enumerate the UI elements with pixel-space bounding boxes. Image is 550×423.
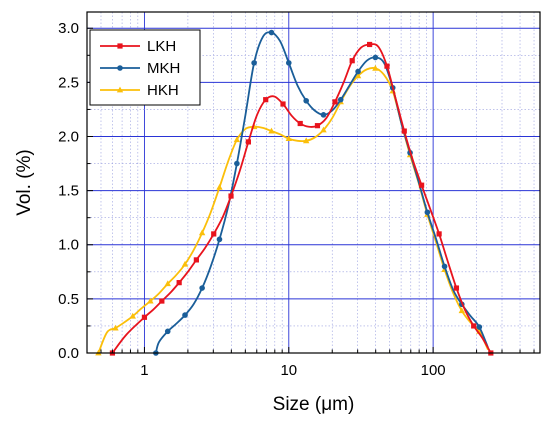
data-point-lkh xyxy=(367,41,373,48)
data-point-hkh xyxy=(354,72,362,79)
grid xyxy=(87,12,540,354)
data-point-hkh xyxy=(268,127,275,134)
data-point-mkh xyxy=(476,324,483,330)
data-point-mkh xyxy=(199,285,205,291)
data-point-lkh xyxy=(228,193,234,199)
data-point-hkh xyxy=(164,280,171,287)
data-point-mkh xyxy=(320,112,327,118)
y-tick-label: 3.0 xyxy=(58,20,79,37)
ticks: 1 10 100 0.0 0.5 1.0 1.5 2.0 2.5 3.0 xyxy=(58,20,535,379)
data-point-lkh xyxy=(176,280,182,286)
data-point-lkh xyxy=(384,63,390,69)
data-point-mkh xyxy=(234,160,240,167)
data-point-hkh xyxy=(198,229,206,236)
series-layer xyxy=(95,29,494,356)
data-point-hkh xyxy=(129,312,136,319)
series-line-mkh xyxy=(154,31,489,354)
data-point-lkh xyxy=(280,101,286,107)
data-point-lkh xyxy=(159,298,165,304)
data-point-mkh xyxy=(164,328,171,335)
data-point-lkh xyxy=(263,97,269,103)
legend-label-hkh: HKH xyxy=(147,82,179,99)
y-axis-title: Vol. (%) xyxy=(14,149,35,216)
data-point-lkh xyxy=(141,314,148,320)
y-tick-label: 2.5 xyxy=(58,74,79,91)
data-point-mkh xyxy=(424,209,431,216)
series-line-lkh xyxy=(111,43,492,354)
legend-marker-mkh xyxy=(117,65,123,71)
data-point-mkh xyxy=(251,60,257,66)
data-point-lkh xyxy=(314,123,321,129)
data-point-mkh xyxy=(303,97,309,104)
data-point-mkh xyxy=(285,60,292,66)
series-mkh xyxy=(153,29,489,356)
x-tick-label: 1 xyxy=(140,362,148,379)
data-point-hkh xyxy=(233,136,241,143)
data-point-lkh xyxy=(453,285,460,291)
legend-label-lkh: LKH xyxy=(147,38,176,55)
data-point-lkh xyxy=(419,182,425,188)
data-point-hkh xyxy=(285,135,292,142)
series-lkh xyxy=(109,41,494,356)
data-point-mkh xyxy=(441,263,448,270)
x-tick-label: 100 xyxy=(421,362,446,379)
legend-marker-lkh xyxy=(117,43,123,49)
data-point-lkh xyxy=(436,231,442,237)
data-point-hkh xyxy=(372,64,379,71)
data-point-hkh xyxy=(181,260,189,267)
data-point-mkh xyxy=(268,29,275,36)
x-tick-label: 10 xyxy=(280,362,297,379)
data-point-lkh xyxy=(332,99,338,105)
data-point-mkh xyxy=(182,312,188,318)
legend-marker-hkh xyxy=(116,86,124,93)
data-point-lkh xyxy=(297,120,303,127)
data-point-mkh xyxy=(337,96,344,103)
y-tick-label: 2.0 xyxy=(58,128,79,145)
x-axis-title: Size (μm) xyxy=(273,394,355,415)
data-point-mkh xyxy=(216,236,223,243)
data-point-lkh xyxy=(471,323,477,329)
legend: LKH MKH HKH xyxy=(89,29,201,106)
y-tick-label: 1.5 xyxy=(58,183,79,200)
series-line-hkh xyxy=(97,67,489,354)
data-point-lkh xyxy=(349,58,355,64)
data-point-hkh xyxy=(302,137,310,144)
data-point-hkh xyxy=(147,297,154,304)
y-tick-label: 0.0 xyxy=(58,345,79,362)
data-point-hkh xyxy=(458,307,466,314)
data-point-hkh xyxy=(216,183,223,190)
data-point-mkh xyxy=(372,54,379,61)
data-point-lkh xyxy=(401,128,407,134)
y-tick-label: 0.5 xyxy=(58,291,79,308)
legend-label-mkh: MKH xyxy=(147,60,180,77)
y-tick-label: 1.0 xyxy=(58,237,79,254)
data-point-lkh xyxy=(245,139,251,145)
data-point-lkh xyxy=(193,257,199,263)
data-point-hkh xyxy=(112,324,119,331)
plot-frame xyxy=(86,11,541,354)
data-point-hkh xyxy=(320,126,327,133)
data-point-lkh xyxy=(211,231,217,237)
data-point-mkh xyxy=(355,68,361,75)
